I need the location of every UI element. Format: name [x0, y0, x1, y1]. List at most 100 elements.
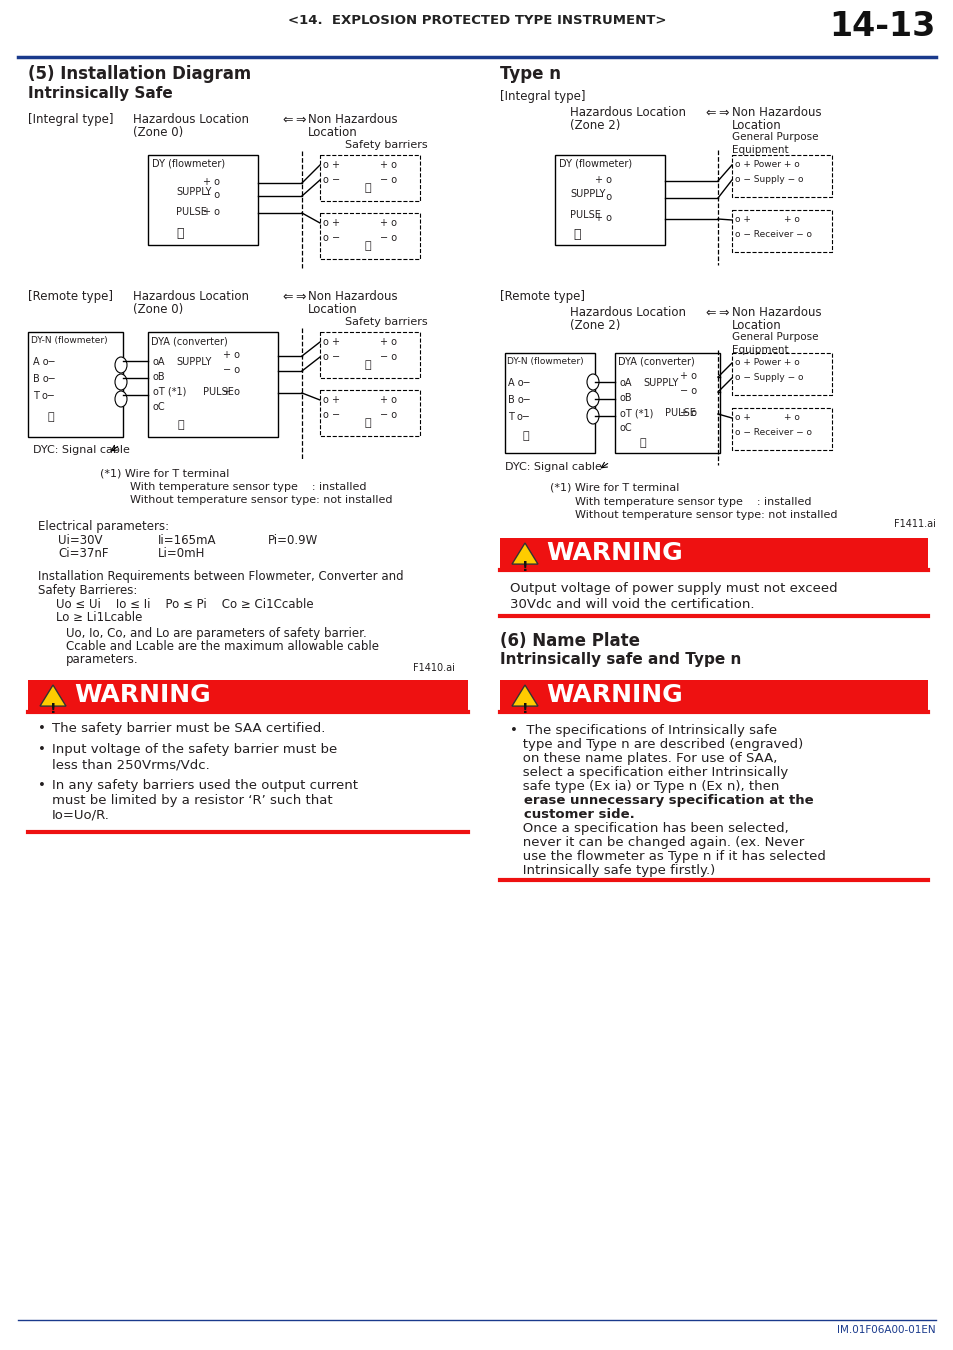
Text: erase unnecessary specification at the: erase unnecessary specification at the — [510, 794, 813, 807]
Text: − o: − o — [595, 192, 612, 202]
Text: Non Hazardous: Non Hazardous — [308, 113, 397, 126]
Text: o +: o + — [323, 161, 339, 170]
Bar — [504, 352, 595, 454]
Text: o − Supply − o: o − Supply − o — [734, 373, 802, 382]
Text: Location: Location — [731, 119, 781, 132]
Text: + o: + o — [783, 413, 799, 423]
Text: Without temperature sensor type: not installed: Without temperature sensor type: not ins… — [575, 510, 837, 520]
Text: o − Receiver − o: o − Receiver − o — [734, 230, 811, 239]
Text: o − Receiver − o: o − Receiver − o — [734, 428, 811, 437]
Text: o +: o + — [323, 217, 339, 228]
Text: ⏚: ⏚ — [639, 437, 646, 448]
Text: (Zone 2): (Zone 2) — [569, 319, 619, 332]
Text: o −: o − — [323, 176, 340, 185]
Text: Non Hazardous: Non Hazardous — [308, 290, 397, 302]
Text: Electrical parameters:: Electrical parameters: — [38, 520, 169, 533]
Text: General Purpose: General Purpose — [731, 132, 818, 142]
Text: Hazardous Location: Hazardous Location — [569, 306, 685, 319]
Text: + o: + o — [783, 215, 799, 224]
Text: SUPPLY: SUPPLY — [642, 378, 678, 387]
Text: Intrinsically Safe: Intrinsically Safe — [28, 86, 172, 101]
Text: IM.01F06A00-01EN: IM.01F06A00-01EN — [837, 1324, 935, 1335]
Text: DY (flowmeter): DY (flowmeter) — [152, 159, 225, 169]
Text: ⇐: ⇐ — [282, 292, 293, 304]
Text: Intrinsically safe type firstly.): Intrinsically safe type firstly.) — [510, 864, 715, 878]
Ellipse shape — [586, 392, 598, 406]
Text: (5) Installation Diagram: (5) Installation Diagram — [28, 65, 251, 82]
Text: 30Vdc and will void the certification.: 30Vdc and will void the certification. — [510, 598, 754, 612]
Text: + o: + o — [203, 207, 220, 217]
Text: WARNING: WARNING — [545, 541, 682, 566]
Text: General Purpose: General Purpose — [731, 332, 818, 342]
Bar — [615, 352, 720, 454]
Text: Equipment: Equipment — [731, 346, 788, 355]
Text: Ci=37nF: Ci=37nF — [58, 547, 109, 560]
Text: WARNING: WARNING — [74, 683, 211, 707]
Ellipse shape — [115, 374, 127, 390]
Text: ⏚: ⏚ — [364, 360, 371, 370]
Bar — [28, 680, 468, 711]
Text: DYA (converter): DYA (converter) — [618, 356, 694, 367]
Text: ⏚: ⏚ — [178, 420, 185, 431]
Text: Type n: Type n — [499, 65, 560, 82]
Text: Lo ≥ Li1Lcable: Lo ≥ Li1Lcable — [56, 612, 142, 624]
Text: ⏚: ⏚ — [364, 184, 371, 193]
Text: Li=0mH: Li=0mH — [158, 547, 205, 560]
Text: ⇒: ⇒ — [718, 306, 728, 320]
Text: o +: o + — [734, 215, 750, 224]
Text: DY-N (flowmeter): DY-N (flowmeter) — [506, 356, 583, 366]
Text: F1410.ai: F1410.ai — [413, 663, 455, 674]
Text: Uo, Io, Co, and Lo are parameters of safety barrier.: Uo, Io, Co, and Lo are parameters of saf… — [66, 626, 366, 640]
Text: In any safety barriers used the output current: In any safety barriers used the output c… — [52, 779, 357, 792]
Bar — [28, 332, 123, 437]
Text: oA: oA — [152, 356, 165, 367]
Polygon shape — [512, 543, 537, 564]
Text: ⇒: ⇒ — [718, 107, 728, 120]
Text: T o─: T o─ — [507, 412, 528, 423]
Text: Location: Location — [731, 319, 781, 332]
Text: T o─: T o─ — [33, 392, 53, 401]
Text: oC: oC — [152, 402, 166, 412]
Text: [Remote type]: [Remote type] — [28, 290, 112, 302]
Text: − o: − o — [223, 364, 240, 375]
Text: Ui=30V: Ui=30V — [58, 535, 102, 547]
Bar — [148, 332, 277, 437]
Text: Hazardous Location: Hazardous Location — [132, 290, 249, 302]
Text: o +: o + — [323, 396, 339, 405]
Text: oC: oC — [619, 423, 632, 433]
Text: oB: oB — [152, 373, 166, 382]
Bar — [731, 352, 831, 396]
Text: Pi=0.9W: Pi=0.9W — [268, 535, 318, 547]
Text: oA: oA — [619, 378, 632, 387]
Text: − o: − o — [379, 352, 396, 362]
Text: + o: + o — [679, 371, 697, 381]
Text: o + Power + o: o + Power + o — [734, 358, 799, 367]
Text: parameters.: parameters. — [66, 653, 138, 666]
Ellipse shape — [115, 392, 127, 406]
Text: select a specification either Intrinsically: select a specification either Intrinsica… — [510, 765, 787, 779]
Text: DYA (converter): DYA (converter) — [151, 336, 228, 346]
Text: The safety barrier must be SAA certified.: The safety barrier must be SAA certified… — [52, 722, 325, 734]
Text: With temperature sensor type    : installed: With temperature sensor type : installed — [575, 497, 811, 508]
Text: (Zone 0): (Zone 0) — [132, 126, 183, 139]
Text: Equipment: Equipment — [731, 144, 788, 155]
Text: + o: + o — [595, 213, 612, 223]
Bar — [499, 539, 927, 570]
Text: !: ! — [521, 702, 528, 716]
Text: less than 250Vrms/Vdc.: less than 250Vrms/Vdc. — [52, 757, 210, 771]
Text: •  The specifications of Intrinsically safe: • The specifications of Intrinsically sa… — [510, 724, 777, 737]
Text: o −: o − — [323, 234, 340, 243]
Text: ⏚: ⏚ — [364, 418, 371, 428]
Text: − o: − o — [379, 176, 396, 185]
Text: + o: + o — [203, 177, 220, 188]
Text: Output voltage of power supply must not exceed: Output voltage of power supply must not … — [510, 582, 837, 595]
Text: o +: o + — [734, 413, 750, 423]
Text: [Integral type]: [Integral type] — [499, 90, 585, 103]
Text: B o─: B o─ — [507, 396, 529, 405]
Text: B o─: B o─ — [33, 374, 54, 383]
Polygon shape — [512, 684, 537, 706]
Text: ⇐: ⇐ — [704, 306, 715, 320]
Text: Io=Uo/R.: Io=Uo/R. — [52, 809, 110, 822]
Ellipse shape — [586, 408, 598, 424]
Text: Hazardous Location: Hazardous Location — [569, 107, 685, 119]
